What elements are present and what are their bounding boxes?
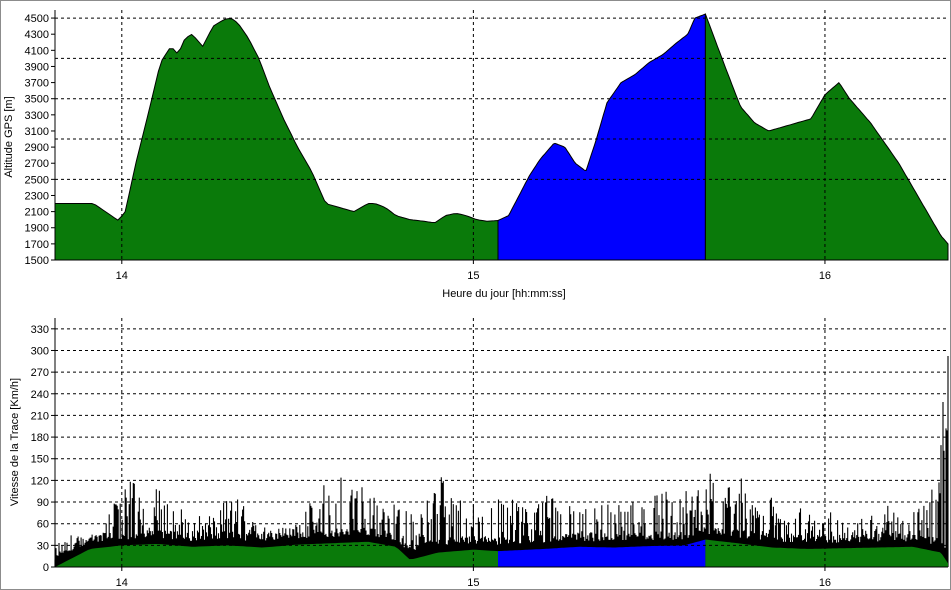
altitude-selected-area bbox=[497, 13, 706, 261]
speed-y-tick-label: 330 bbox=[31, 324, 49, 336]
speed-y-tick-label: 0 bbox=[43, 562, 49, 574]
altitude-y-tick-label: 2700 bbox=[25, 158, 49, 170]
altitude-x-tick-label: 14 bbox=[116, 270, 128, 282]
altitude-y-tick-label: 2900 bbox=[25, 142, 49, 154]
speed-area bbox=[705, 539, 948, 567]
altitude-y-tick-label: 4500 bbox=[25, 13, 49, 25]
altitude-y-tick-label: 3300 bbox=[25, 110, 49, 122]
speed-y-tick-label: 180 bbox=[31, 432, 49, 444]
speed-x-tick-label: 14 bbox=[116, 577, 128, 589]
speed-y-tick-label: 30 bbox=[37, 540, 49, 552]
speed-axis-title: Vitesse de la Trace [Km/h] bbox=[9, 378, 21, 506]
speed-selected-area bbox=[498, 539, 706, 567]
altitude-y-tick-label: 2500 bbox=[25, 174, 49, 186]
altitude-axis-title: Altitude GPS [m] bbox=[3, 96, 15, 177]
speed-x-tick-label: 15 bbox=[467, 577, 479, 589]
speed-y-tick-label: 60 bbox=[37, 519, 49, 531]
speed-y-tick-label: 150 bbox=[31, 454, 49, 466]
altitude-plot: 1500 1700 1900 2100 2300 2500 2700 2900 3100 3300… bbox=[25, 10, 949, 282]
altitude-y-tick-label: 2300 bbox=[25, 190, 49, 202]
altitude-y-tick-label: 3100 bbox=[25, 126, 49, 138]
altitude-area bbox=[704, 13, 949, 261]
altitude-y-tick-label: 2100 bbox=[25, 207, 49, 219]
time-axis-title: Heure du jour [hh:mm:ss] bbox=[442, 288, 566, 300]
speed-y-tick-label: 210 bbox=[31, 410, 49, 422]
speed-y-tick-label: 240 bbox=[31, 389, 49, 401]
altitude-x-tick-label: 16 bbox=[819, 270, 831, 282]
altitude-y-tick-label: 1700 bbox=[25, 239, 49, 251]
speed-trace bbox=[54, 356, 949, 567]
altitude-y-tick-label: 1900 bbox=[25, 223, 49, 235]
altitude-y-tick-label: 1500 bbox=[25, 255, 49, 267]
altitude-y-tick-label: 3900 bbox=[25, 61, 49, 73]
altitude-y-tick-label: 3700 bbox=[25, 78, 49, 90]
speed-y-tick-label: 90 bbox=[37, 497, 49, 509]
speed-y-tick-label: 270 bbox=[31, 367, 49, 379]
altitude-y-tick-label: 4300 bbox=[25, 29, 49, 41]
altitude-y-tick-label: 4100 bbox=[25, 45, 49, 57]
speed-plot: 0 30 60 90 120 150 180 210 240 270 300 330 14 15 16 bbox=[31, 318, 949, 589]
speed-x-tick-label: 16 bbox=[819, 577, 831, 589]
altitude-area bbox=[54, 18, 499, 261]
speed-y-tick-label: 120 bbox=[31, 475, 49, 487]
altitude-x-tick-label: 15 bbox=[467, 270, 479, 282]
speed-area bbox=[55, 541, 498, 567]
speed-y-tick-label: 300 bbox=[31, 345, 49, 357]
altitude-y-tick-label: 3500 bbox=[25, 94, 49, 106]
